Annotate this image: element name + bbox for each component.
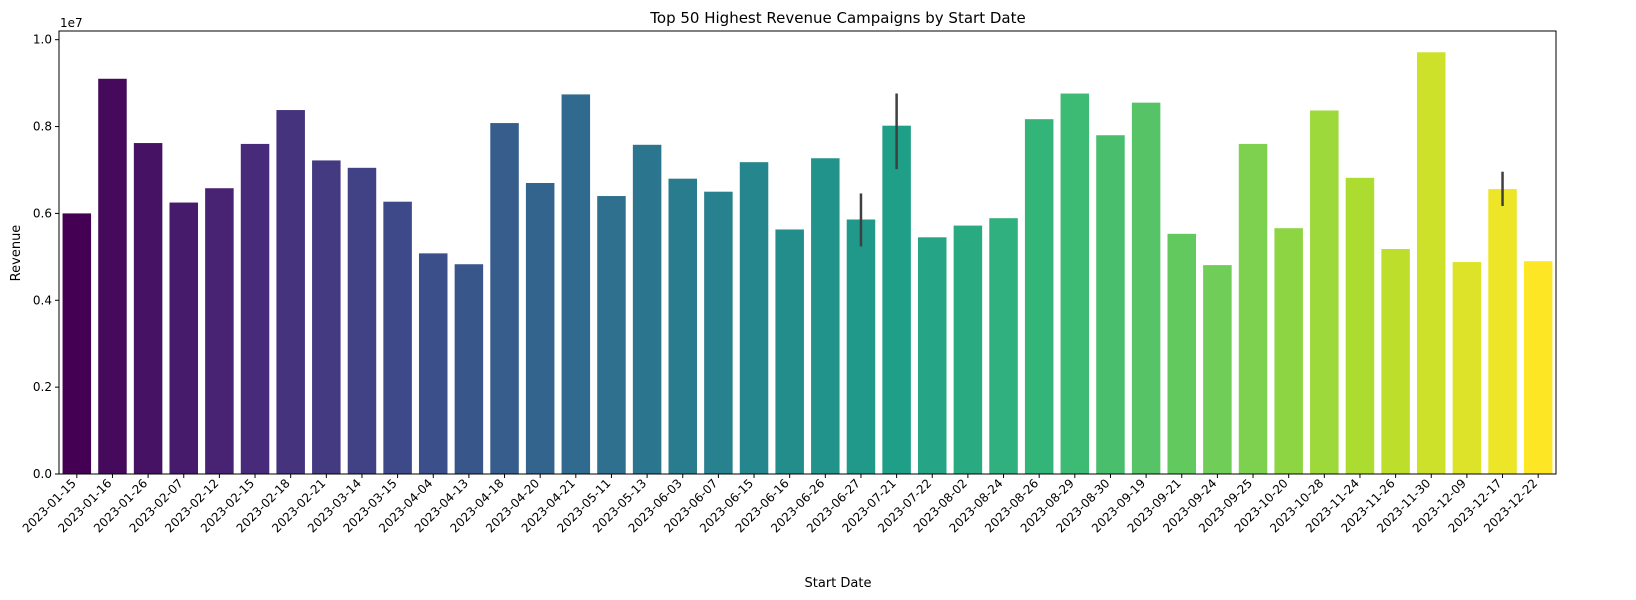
bar-2023-07-22	[917, 237, 947, 474]
bar-2023-04-04	[418, 253, 448, 474]
bar-2023-07-21	[882, 125, 911, 475]
y-axis-label: Revenue	[9, 225, 24, 282]
bar-2023-09-24	[1203, 265, 1232, 474]
bar-2023-06-27	[846, 219, 876, 474]
bar-2023-10-20	[1274, 228, 1303, 474]
bar-2023-05-13	[632, 144, 662, 475]
bar-2023-02-18	[276, 110, 305, 475]
y-tick-label: 0.6	[33, 206, 52, 220]
bar-2023-09-25	[1238, 143, 1268, 475]
bar-2023-08-30	[1096, 135, 1125, 475]
bar-2023-09-19	[1131, 102, 1161, 474]
bar-2023-12-17	[1488, 189, 1517, 474]
bar-2023-08-26	[1024, 119, 1054, 475]
y-tick-label: 0.2	[33, 380, 52, 394]
bar-2023-12-22	[1523, 261, 1553, 474]
y-tick-label: 1.0	[33, 33, 52, 47]
chart-title: Top 50 Highest Revenue Campaigns by Star…	[649, 9, 1025, 27]
bar-2023-09-21	[1167, 233, 1196, 474]
bar-2023-12-09	[1452, 262, 1482, 474]
bar-2023-06-15	[739, 162, 769, 474]
bar-2023-02-21	[312, 160, 341, 474]
bar-2023-02-15	[240, 143, 270, 475]
bar-2023-05-11	[597, 196, 626, 475]
bar-2023-06-07	[704, 191, 733, 474]
plot-frame	[58, 30, 1557, 475]
bar-2023-04-13	[454, 264, 484, 474]
bar-2023-08-02	[953, 225, 983, 474]
bar-2023-01-15	[62, 213, 92, 474]
bar-2023-02-07	[169, 202, 198, 475]
y-tick-label: 0.0	[33, 467, 52, 481]
y-axis-offset-label: 1e7	[60, 16, 83, 30]
bar-2023-11-24	[1345, 177, 1375, 475]
bar-2023-06-16	[775, 229, 804, 474]
bar-2023-04-21	[561, 94, 591, 474]
bar-2023-11-26	[1381, 249, 1410, 474]
bar-2023-01-26	[133, 143, 163, 475]
bar-2023-11-30	[1416, 52, 1446, 474]
y-axis: 0.0 0.2 0.4 0.6 0.8 1.0	[33, 33, 59, 481]
bar-2023-06-03	[668, 178, 697, 475]
bars-layer	[62, 52, 1553, 475]
x-axis-label: Start Date	[805, 576, 872, 591]
bar-2023-03-14	[347, 167, 377, 474]
bar-2023-06-26	[811, 158, 840, 474]
error-bars-layer	[859, 93, 1504, 247]
bar-2023-04-20	[525, 183, 555, 474]
bar-2023-08-29	[1060, 93, 1090, 474]
bar-2023-04-18	[490, 123, 519, 474]
bar-2023-10-28	[1310, 110, 1339, 474]
bar-2023-03-15	[383, 201, 412, 474]
bar-2023-02-12	[205, 188, 234, 474]
bar-2023-01-16	[98, 78, 127, 475]
bar-2023-08-24	[989, 218, 1018, 474]
y-tick-label: 0.8	[33, 120, 52, 134]
x-axis: 2023-01-152023-01-162023-01-262023-02-07…	[20, 474, 1540, 535]
y-tick-label: 0.4	[33, 293, 52, 307]
